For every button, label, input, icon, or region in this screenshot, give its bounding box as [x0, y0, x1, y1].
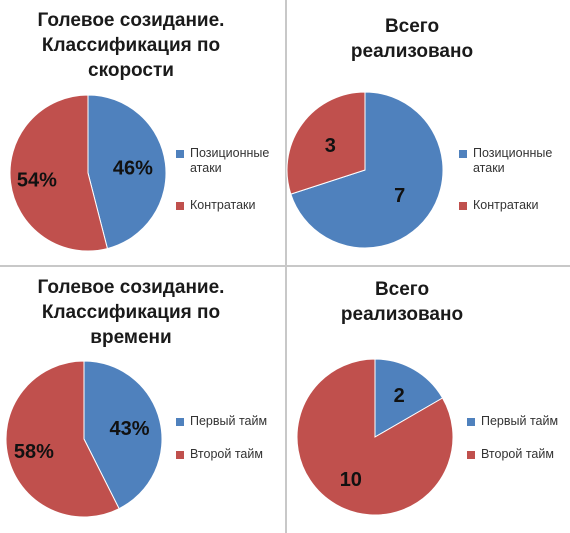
legend-label: Позиционные	[190, 146, 270, 160]
data-label: 2	[394, 385, 405, 407]
legend-swatch-series1	[467, 418, 475, 426]
legend-item: Позиционные атаки	[459, 146, 552, 176]
pie-slice	[5, 360, 120, 518]
pie-chart: 2 10	[296, 358, 454, 516]
data-label: 7	[394, 185, 405, 207]
pie-chart: 46% 54%	[9, 94, 167, 252]
pie-chart: 43% 58%	[5, 360, 163, 518]
pie-slice	[9, 94, 109, 252]
legend-item: Позиционные атаки	[176, 146, 269, 176]
chart-panel-time-percent: Голевое созидание. Классификация по врем…	[0, 267, 285, 533]
legend-label: Позиционные	[473, 146, 553, 160]
legend-swatch-series2	[459, 202, 467, 210]
data-label: 46%	[113, 157, 153, 179]
data-label: 58%	[14, 441, 54, 463]
chart-panel-time-total: Всего реализовано 2 10 Первый тайм Второй…	[287, 267, 570, 533]
legend-swatch-series2	[176, 202, 184, 210]
legend-item: Первый тайм	[467, 414, 558, 429]
legend-swatch-series1	[176, 418, 184, 426]
pie-slice	[87, 94, 167, 250]
legend-swatch-series1	[176, 150, 184, 158]
pie-chart: 73	[286, 91, 444, 249]
legend-label: атаки	[190, 161, 222, 175]
legend-swatch-series2	[467, 451, 475, 459]
legend-label: Второй тайм	[190, 447, 263, 461]
legend-item: Контратаки	[459, 198, 552, 213]
legend-label: Второй тайм	[481, 447, 554, 461]
legend-label: Первый тайм	[190, 414, 268, 428]
pie-slice	[290, 91, 444, 249]
pie-slice	[83, 360, 163, 510]
chart-title-line: Всего	[384, 16, 440, 37]
chart-title: Голевое созидание. Классификация по скор…	[12, 8, 250, 83]
chart-title-line: Всего	[374, 279, 430, 300]
chart-title-line: Голевое созидание.	[37, 10, 225, 31]
legend-swatch-series1	[459, 150, 467, 158]
chart-title-line: реализовано	[340, 304, 464, 325]
chart-legend: Позиционные атаки Контратаки	[459, 146, 552, 235]
data-label: 54%	[17, 169, 57, 191]
legend-item: Второй тайм	[176, 447, 267, 462]
chart-title-line: реализовано	[350, 41, 474, 62]
chart-title-line: времени	[90, 327, 172, 348]
legend-label: Контратаки	[473, 198, 539, 212]
legend-item: Первый тайм	[176, 414, 267, 429]
chart-title-line: скорости	[88, 60, 174, 81]
chart-title-line: Классификация по	[41, 302, 221, 323]
pie-slice	[374, 358, 444, 438]
legend-label: Первый тайм	[481, 414, 559, 428]
chart-title: Всего реализовано	[327, 277, 477, 327]
legend-swatch-series2	[176, 451, 184, 459]
data-label: 10	[340, 469, 362, 491]
horizontal-divider	[0, 265, 570, 267]
chart-title: Всего реализовано	[337, 14, 487, 64]
pie-slice	[296, 358, 454, 516]
chart-panel-speed-percent: Голевое созидание. Классификация по скор…	[0, 0, 285, 266]
chart-title-line: Голевое созидание.	[37, 277, 225, 298]
pie-slice	[286, 91, 366, 195]
legend-item: Контратаки	[176, 198, 269, 213]
chart-legend: Позиционные атаки Контратаки	[176, 146, 269, 235]
chart-legend: Первый тайм Второй тайм	[467, 414, 558, 480]
chart-legend: Первый тайм Второй тайм	[176, 414, 267, 480]
legend-label: Контратаки	[190, 198, 256, 212]
chart-title-line: Классификация по	[41, 35, 221, 56]
data-label: 3	[325, 135, 336, 157]
chart-title: Голевое созидание. Классификация по врем…	[12, 275, 250, 350]
legend-label: атаки	[473, 161, 505, 175]
data-label: 43%	[110, 418, 150, 440]
legend-item: Второй тайм	[467, 447, 558, 462]
